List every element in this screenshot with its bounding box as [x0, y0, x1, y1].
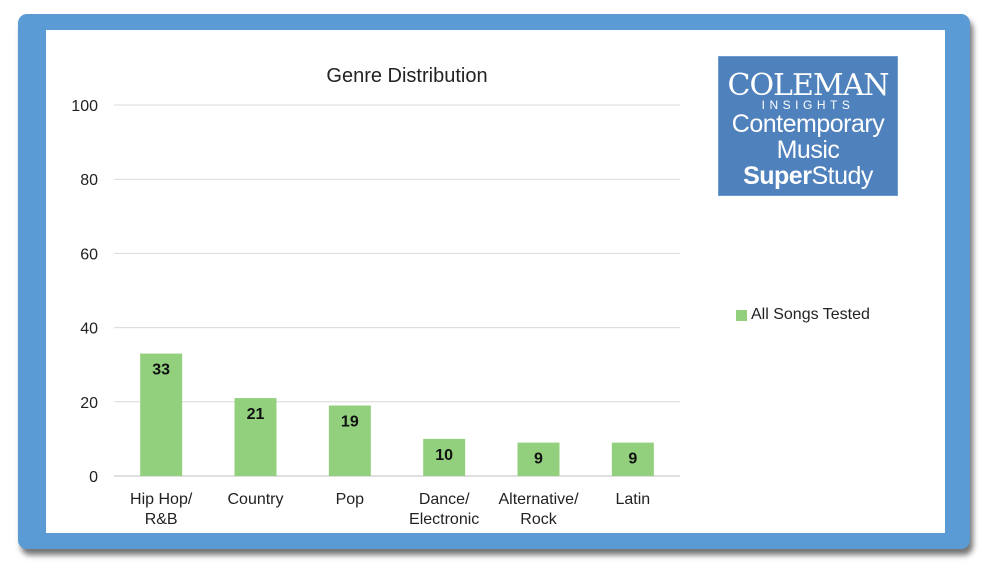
data-label: 19: [341, 414, 359, 431]
bar-chart: Genre Distribution 0 20 40 60 80 100 33 Hip Hop/…: [71, 65, 680, 528]
bar: [140, 353, 183, 476]
data-label: 21: [247, 406, 265, 423]
coleman-insights-logo: COLEMAN INSIGHTS Contemporary Music Supe…: [718, 56, 898, 196]
y-tick-label: 40: [80, 321, 98, 338]
x-tick-label: Electronic: [409, 511, 479, 528]
slide-frame: Genre Distribution 0 20 40 60 80 100 33 Hip Hop/…: [18, 14, 970, 549]
logo-brand: COLEMAN: [727, 68, 889, 103]
y-tick-label: 20: [80, 395, 98, 412]
x-tick-label: Alternative/: [498, 491, 579, 508]
data-label: 10: [435, 447, 453, 464]
bar: [423, 438, 466, 476]
x-tick-label: Dance/: [419, 491, 470, 508]
logo-line3-rest: Study: [811, 162, 873, 190]
data-label: 9: [534, 451, 543, 468]
x-tick-label: Rock: [520, 511, 557, 528]
x-tick-label: Country: [227, 491, 283, 508]
y-tick-label: 100: [71, 98, 98, 115]
logo-line1: Contemporary: [731, 110, 885, 138]
chart-legend: All Songs Tested: [736, 306, 870, 324]
x-tick-label: Hip Hop/: [130, 491, 193, 508]
x-tick-label: R&B: [145, 511, 178, 528]
bar: [328, 405, 371, 476]
logo-line3: SuperStudy: [719, 163, 897, 189]
logo-line3-bold: Super: [743, 162, 812, 190]
chart-panel: Genre Distribution 0 20 40 60 80 100 33 Hip Hop/…: [46, 30, 945, 533]
data-label: 9: [628, 451, 637, 468]
x-tick-label: Pop: [336, 491, 365, 508]
bar: [517, 442, 560, 476]
chart-title: Genre Distribution: [326, 65, 487, 87]
y-tick-label: 60: [80, 246, 98, 263]
bar: [234, 398, 277, 476]
y-tick-label: 80: [80, 172, 98, 189]
bar: [611, 442, 654, 476]
y-tick-label: 0: [89, 469, 98, 486]
legend-swatch: [736, 309, 747, 321]
data-label: 33: [152, 362, 170, 379]
logo-line2: Music: [776, 136, 840, 164]
x-tick-label: Latin: [615, 491, 650, 508]
logo-sub: INSIGHTS: [761, 98, 855, 112]
legend-label: All Songs Tested: [751, 306, 870, 323]
